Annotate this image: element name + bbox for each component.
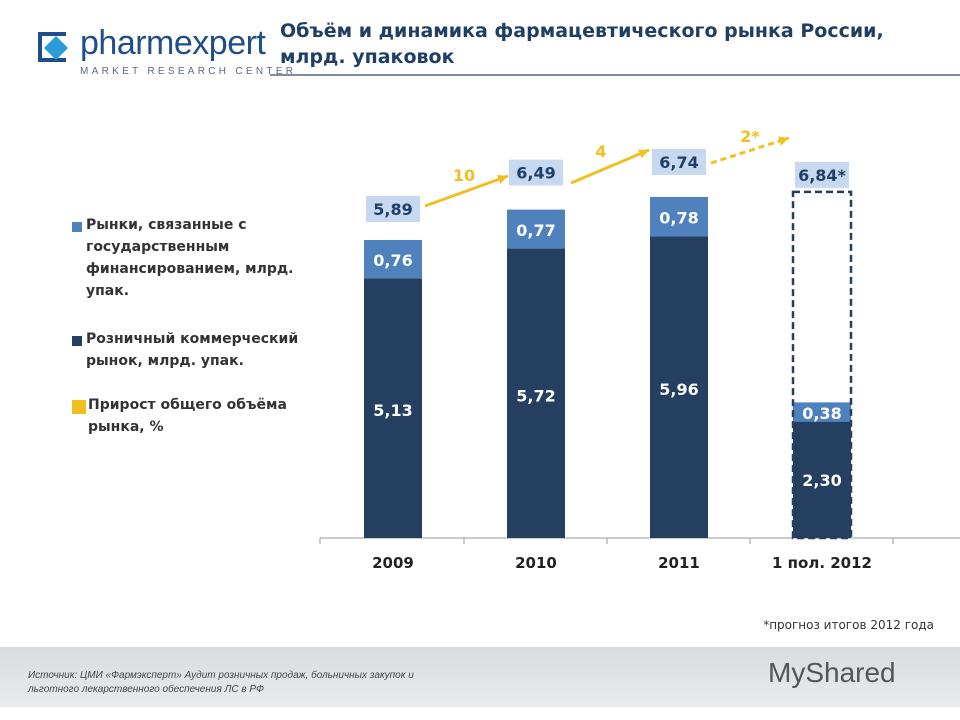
data-label: 5,96 (659, 380, 698, 399)
growth-arrow (710, 136, 790, 165)
total-label: 6,74 (659, 153, 698, 172)
data-label: 2,30 (802, 471, 841, 490)
bar-chart: 2009 5,13 0,76 5,89 2010 5,72 0,77 6,49 2011 5,96… (319, 127, 960, 572)
arrow-head-icon (638, 149, 649, 159)
forecast-outline (791, 190, 853, 540)
source-line-2: льготного лекарственного обеспечения ЛС … (28, 684, 264, 695)
total-label-box (509, 159, 563, 186)
page-title: Объём и динамика фармацевтического рынка… (280, 20, 884, 68)
title-divider (270, 74, 960, 76)
watermark: MyShared (768, 657, 896, 688)
x-tick-label: 2010 (515, 554, 557, 572)
growth-label: 4 (595, 142, 606, 161)
logo-diamond-icon (38, 32, 68, 62)
legend-swatch-state (72, 222, 82, 232)
bar-segment (507, 248, 565, 538)
data-label: 0,78 (659, 209, 698, 228)
x-tick-label: 1 пол. 2012 (772, 554, 872, 572)
data-label: 5,72 (516, 386, 555, 405)
total-label: 6,84* (798, 166, 846, 185)
logo-text: pharmexpert (80, 24, 266, 62)
legend-label-growth: Прирост общего объёма рынка, % (88, 397, 287, 435)
total-label: 5,89 (373, 200, 412, 219)
logo-subtext: MARKET RESEARCH CENTER (80, 66, 297, 77)
source-text: Источник: ЦМИ «Фармэксперт» Аудит рознич… (28, 669, 414, 697)
total-label: 6,49 (516, 164, 555, 183)
data-label: 0,38 (802, 404, 841, 423)
legend-label-state: Рынки, связанные с государственным финан… (86, 217, 294, 299)
arrow-head-icon (778, 136, 789, 146)
x-tick-label: 2011 (658, 554, 700, 572)
legend-swatch-growth (72, 400, 86, 414)
pharmexpert-logo: pharmexpert MARKET RESEARCH CENTER (36, 24, 293, 77)
forecast-note: *прогноз итогов 2012 года (763, 618, 934, 632)
data-label: 5,13 (373, 401, 412, 420)
total-label-box (795, 161, 849, 188)
source-line-1: Источник: ЦМИ «Фармэксперт» Аудит рознич… (28, 670, 414, 681)
legend-swatch-retail (72, 336, 82, 346)
data-label: 0,77 (516, 221, 555, 240)
growth-arrow (424, 174, 509, 208)
bar-segment (650, 196, 708, 237)
data-label: 0,76 (373, 251, 412, 270)
total-label-box (652, 148, 706, 175)
growth-label: 2* (740, 127, 760, 146)
total-label-box (366, 195, 420, 222)
bar-segment (364, 239, 422, 279)
growth-arrow (570, 148, 650, 185)
bar-segment (793, 402, 851, 422)
x-tick-label: 2009 (372, 554, 414, 572)
bar-segment (507, 209, 565, 249)
legend-label-retail: Розничный коммерческий рынок, млрд. упак… (86, 331, 299, 369)
footer: Источник: ЦМИ «Фармэксперт» Аудит рознич… (0, 647, 960, 707)
arrow-head-icon (497, 174, 508, 184)
bar-segment (364, 278, 422, 538)
bar-segment (650, 236, 708, 538)
growth-label: 10 (453, 166, 475, 185)
bar-segment (793, 421, 851, 538)
